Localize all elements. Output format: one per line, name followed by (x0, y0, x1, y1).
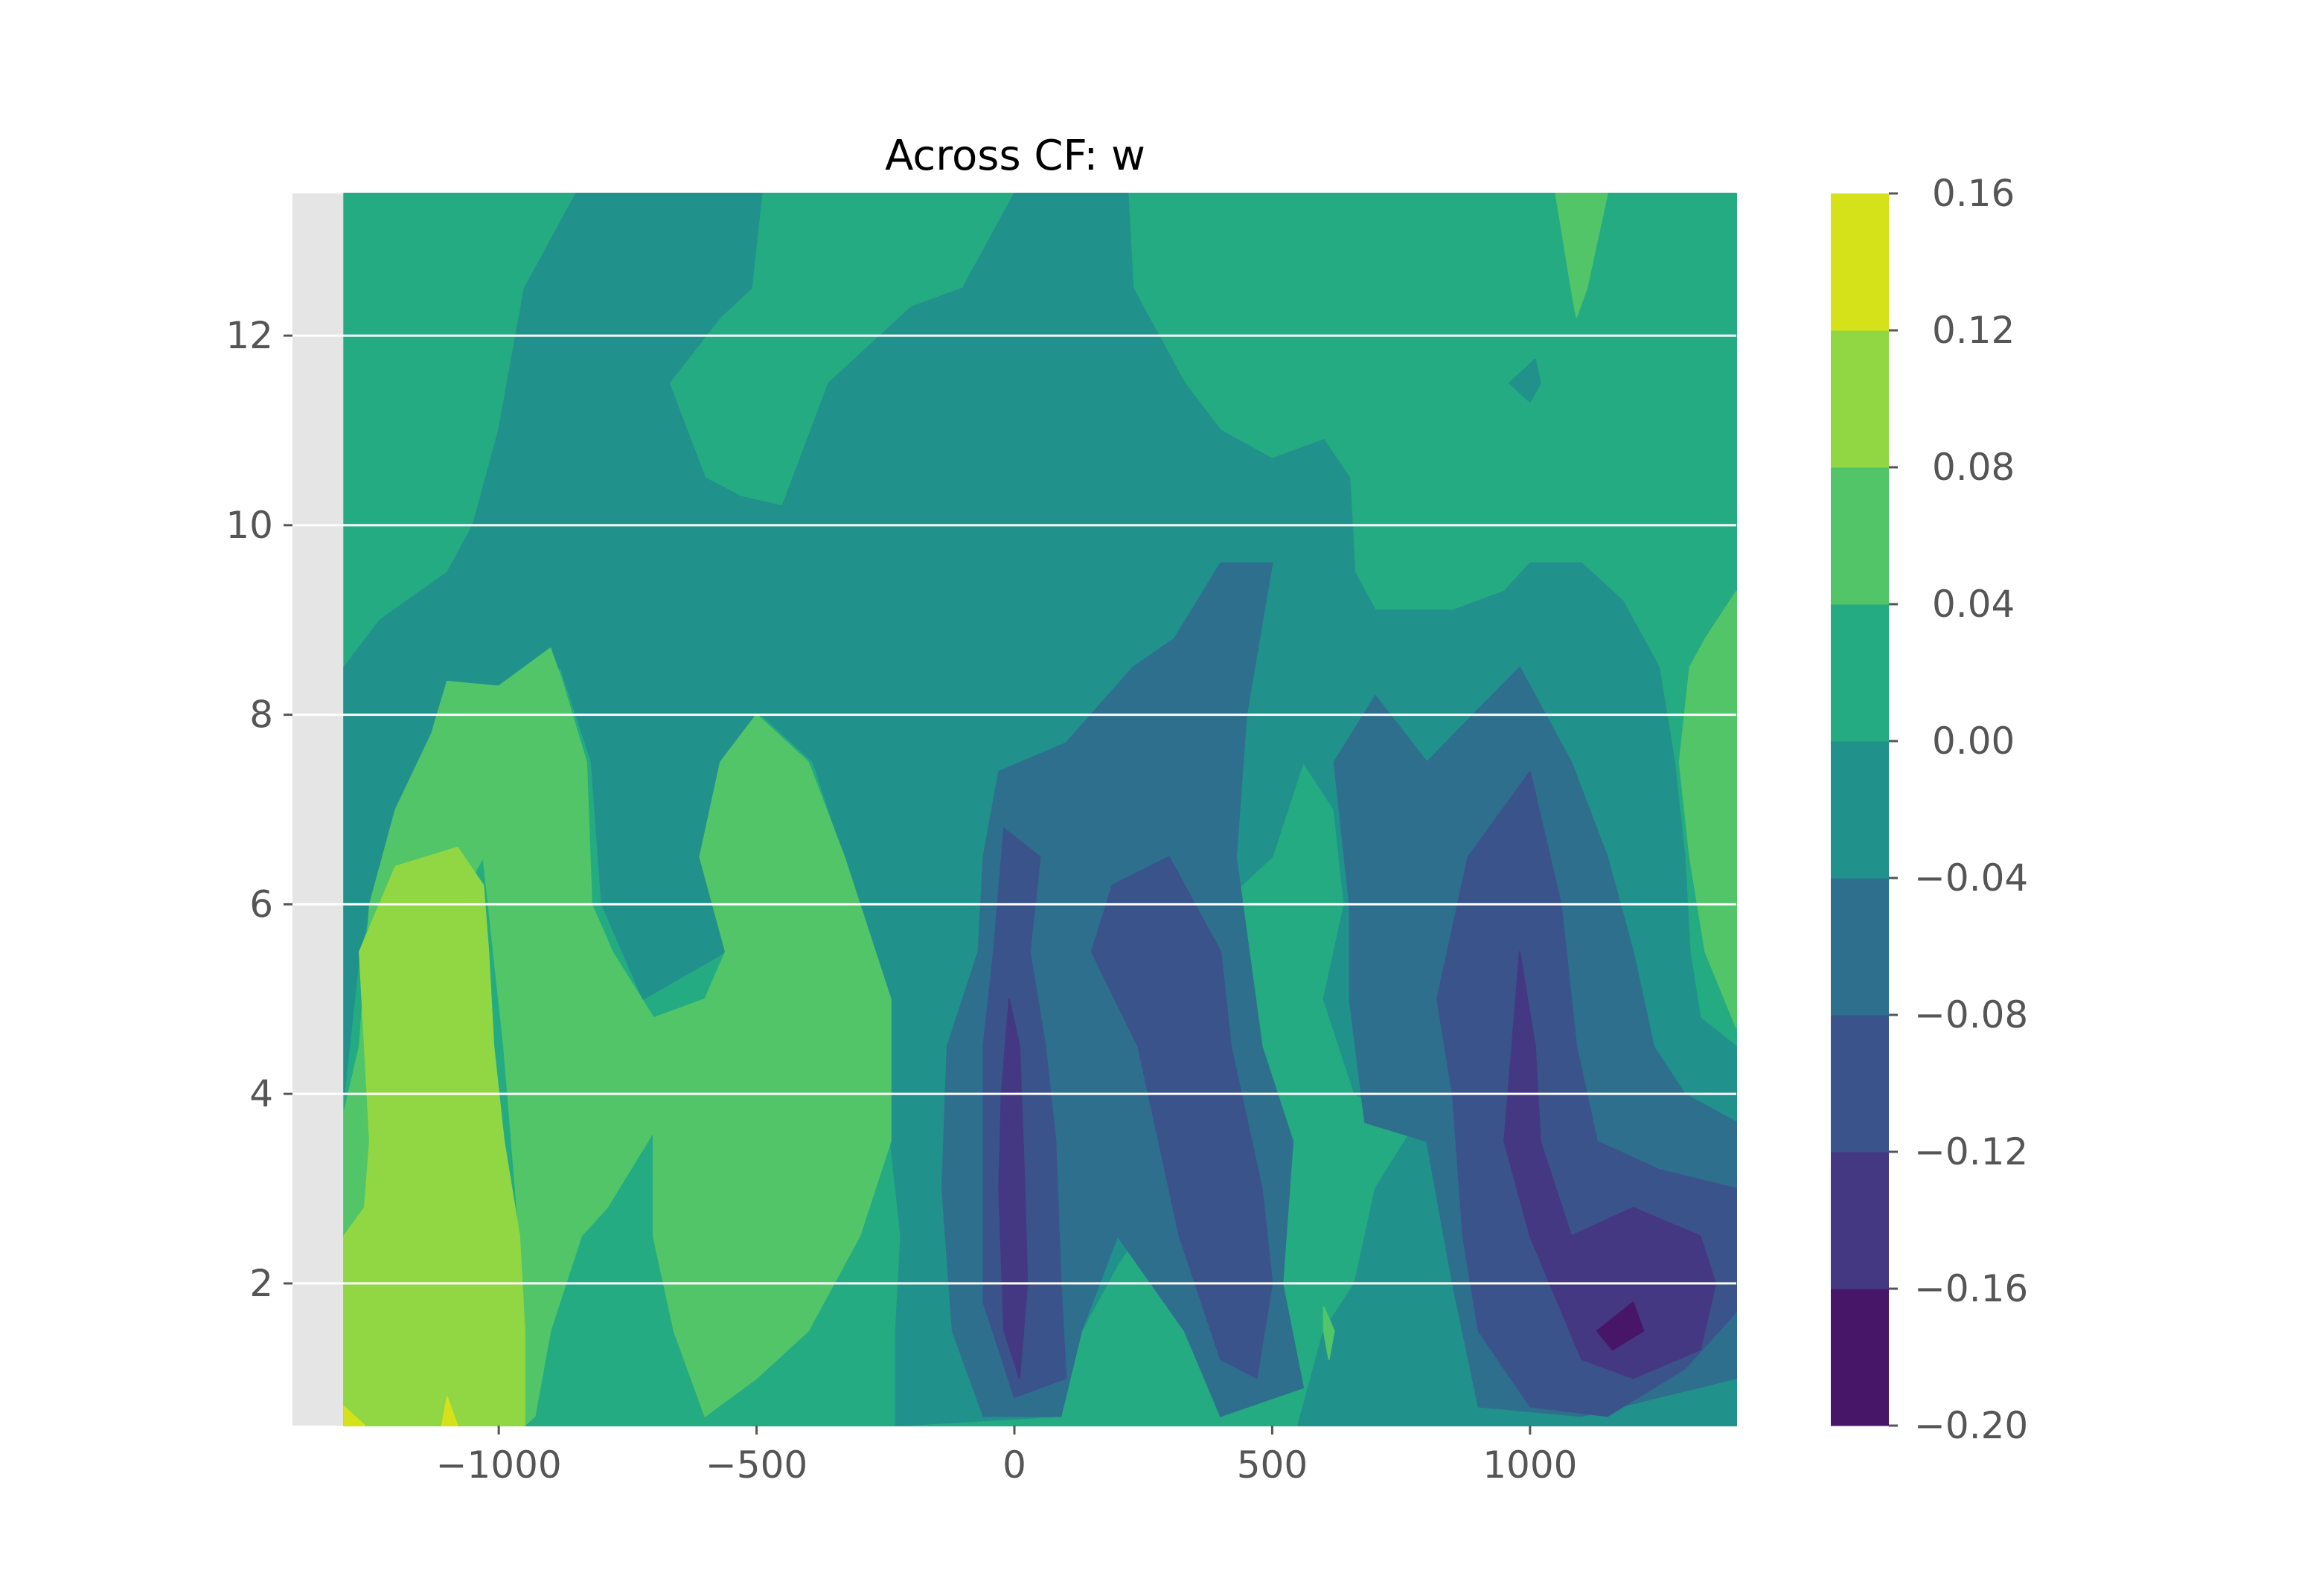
colorbar-band (1831, 741, 1889, 879)
y-tick-label: 6 (249, 882, 273, 926)
colorbar-band (1831, 467, 1889, 605)
colorbar-band (1831, 193, 1889, 331)
y-axis: 2 4 6 8 10 12 (226, 314, 1736, 1305)
contour-band (343, 1406, 365, 1426)
colorbar-band (1831, 330, 1889, 468)
colorbar-tick-label: 0.04 (1932, 583, 2015, 626)
colorbar-tick-label: 0.12 (1932, 309, 2015, 352)
y-tick-label: 8 (249, 693, 273, 737)
x-tick-label: −1000 (436, 1443, 562, 1487)
contour-band (1596, 1301, 1645, 1351)
contour-band (1509, 358, 1541, 403)
colorbar-band (1831, 604, 1889, 742)
y-tick-label: 2 (249, 1262, 273, 1305)
x-tick-label: −500 (706, 1443, 807, 1487)
contour-bands (343, 193, 1737, 1426)
colorbar-tick-label: 0.16 (1932, 172, 2015, 215)
x-tick-label: 500 (1237, 1443, 1308, 1487)
contour-band (1555, 193, 1608, 318)
contour-band (1322, 1306, 1335, 1360)
y-tick-label: 10 (226, 504, 273, 547)
colorbar-tick-label: −0.20 (1914, 1404, 2028, 1447)
colorbar-tick-label: −0.08 (1914, 993, 2028, 1036)
colorbar-tick-label: −0.04 (1914, 856, 2028, 900)
contour-band (441, 1396, 458, 1426)
chart-title: Across CF: w (885, 132, 1145, 180)
y-tick-label: 4 (249, 1072, 273, 1115)
colorbar-tick-label: −0.12 (1914, 1130, 2028, 1173)
y-tick-label: 12 (226, 314, 273, 357)
x-axis: −1000 −500 0 500 1000 (436, 1426, 1577, 1487)
colorbar-band (1831, 1152, 1889, 1289)
contour-band (1678, 591, 1737, 1028)
x-tick-label: 0 (1002, 1443, 1026, 1487)
colorbar-band (1831, 1289, 1889, 1426)
colorbar: −0.20 −0.16 −0.12 −0.08 −0.04 0.00 0.04 0.08 0.1… (1831, 172, 2028, 1447)
colorbar-tick-label: −0.16 (1914, 1267, 2028, 1310)
x-tick-label: 1000 (1483, 1443, 1577, 1487)
colorbar-band (1831, 878, 1889, 1016)
colorbar-band (1831, 1015, 1889, 1153)
colorbar-tick-label: 0.08 (1932, 446, 2015, 489)
colorbar-tick-label: 0.00 (1932, 720, 2015, 763)
